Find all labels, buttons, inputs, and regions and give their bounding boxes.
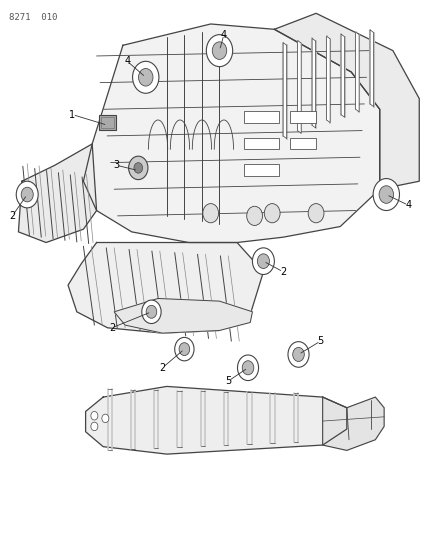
- Polygon shape: [274, 13, 418, 189]
- Bar: [243, 138, 278, 149]
- Circle shape: [372, 179, 399, 211]
- Circle shape: [292, 348, 304, 361]
- Polygon shape: [18, 144, 96, 243]
- Text: 2: 2: [159, 363, 165, 373]
- Circle shape: [246, 206, 262, 225]
- Circle shape: [202, 204, 218, 223]
- Circle shape: [206, 35, 232, 67]
- Circle shape: [264, 204, 279, 223]
- Circle shape: [91, 422, 98, 431]
- Text: 4: 4: [124, 56, 130, 66]
- Circle shape: [237, 355, 258, 381]
- Circle shape: [379, 187, 392, 202]
- Circle shape: [134, 163, 142, 173]
- Bar: [289, 111, 315, 123]
- Circle shape: [179, 343, 189, 356]
- Bar: [289, 138, 315, 149]
- Bar: [243, 111, 278, 123]
- Circle shape: [146, 305, 156, 318]
- Polygon shape: [85, 386, 346, 454]
- Circle shape: [378, 186, 392, 204]
- Circle shape: [128, 156, 148, 180]
- Polygon shape: [283, 43, 286, 139]
- Circle shape: [91, 411, 98, 420]
- Polygon shape: [114, 298, 252, 333]
- Text: 2: 2: [109, 323, 115, 333]
- Circle shape: [257, 254, 269, 269]
- Circle shape: [16, 181, 38, 208]
- Polygon shape: [326, 36, 329, 123]
- Circle shape: [287, 342, 308, 367]
- Text: 8271  010: 8271 010: [9, 13, 57, 22]
- Circle shape: [21, 187, 33, 202]
- Text: 1: 1: [69, 110, 75, 119]
- Text: 2: 2: [9, 211, 15, 221]
- Bar: [99, 115, 116, 130]
- Polygon shape: [68, 243, 263, 333]
- Text: 3: 3: [113, 160, 119, 170]
- Polygon shape: [340, 34, 344, 117]
- Polygon shape: [83, 24, 379, 243]
- Circle shape: [212, 42, 226, 60]
- Circle shape: [174, 337, 194, 361]
- Bar: [101, 117, 113, 128]
- Circle shape: [141, 300, 161, 324]
- Circle shape: [138, 68, 153, 86]
- Circle shape: [102, 414, 109, 423]
- Text: 2: 2: [279, 267, 286, 277]
- Circle shape: [242, 361, 253, 375]
- Polygon shape: [369, 30, 373, 107]
- Polygon shape: [355, 32, 358, 112]
- Circle shape: [374, 181, 396, 208]
- Text: 5: 5: [225, 376, 231, 386]
- Circle shape: [252, 248, 274, 274]
- Polygon shape: [322, 397, 383, 450]
- Bar: [243, 164, 278, 176]
- Text: 5: 5: [317, 336, 323, 346]
- Circle shape: [307, 204, 323, 223]
- Polygon shape: [311, 38, 315, 128]
- Circle shape: [132, 61, 159, 93]
- Text: 4: 4: [404, 200, 410, 210]
- Text: 4: 4: [220, 30, 226, 39]
- Polygon shape: [297, 41, 300, 133]
